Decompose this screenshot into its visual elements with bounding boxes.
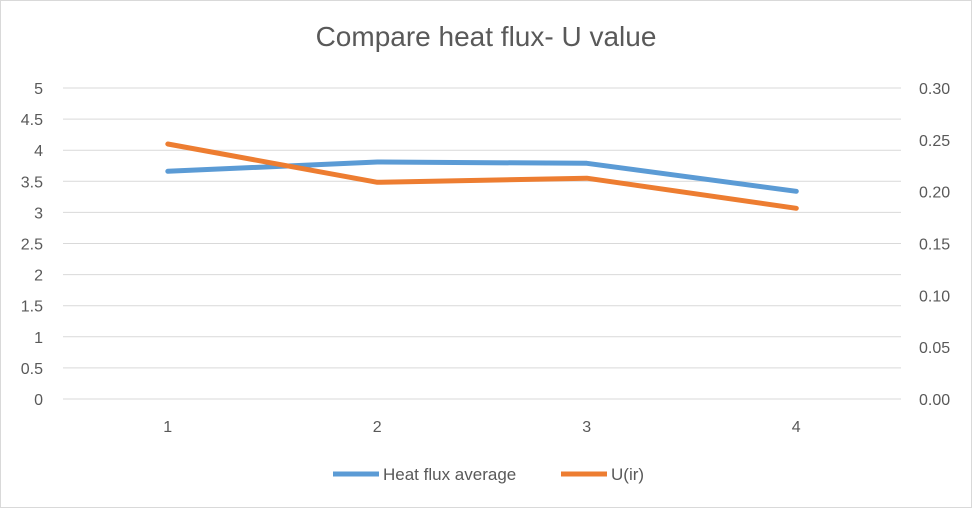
legend-label: Heat flux average (383, 465, 516, 484)
x-tick-label: 2 (373, 419, 382, 436)
y-left-tick-label: 0.5 (21, 361, 43, 378)
y-right-tick-label: 0.20 (919, 185, 950, 202)
x-tick-label: 3 (582, 419, 591, 436)
y-left-tick-label: 2.5 (21, 237, 43, 254)
y-left-tick-label: 2 (34, 268, 43, 285)
y-left-tick-label: 3 (34, 205, 43, 222)
x-tick-label: 4 (792, 419, 801, 436)
y-right-tick-label: 0.15 (919, 237, 950, 254)
y-right-tick-label: 0.10 (919, 288, 950, 305)
y-left-tick-label: 1.5 (21, 299, 43, 316)
y-right-tick-label: 0.25 (919, 133, 950, 150)
y-left-tick-label: 0 (34, 392, 43, 409)
x-tick-label: 1 (163, 419, 172, 436)
y-left-tick-label: 4.5 (21, 112, 43, 129)
y-left-tick-label: 5 (34, 81, 43, 98)
y-left-tick-label: 1 (34, 330, 43, 347)
y-right-tick-label: 0.05 (919, 340, 950, 357)
series-line (165, 159, 799, 194)
y-left-tick-label: 4 (34, 143, 43, 160)
y-right-tick-label: 0.00 (919, 392, 950, 409)
chart-title: Compare heat flux- U value (315, 21, 657, 52)
y-right-tick-label: 0.30 (919, 81, 950, 98)
y-left-tick-label: 3.5 (21, 174, 43, 191)
legend-label: U(ir) (611, 465, 644, 484)
series-line (165, 141, 799, 211)
